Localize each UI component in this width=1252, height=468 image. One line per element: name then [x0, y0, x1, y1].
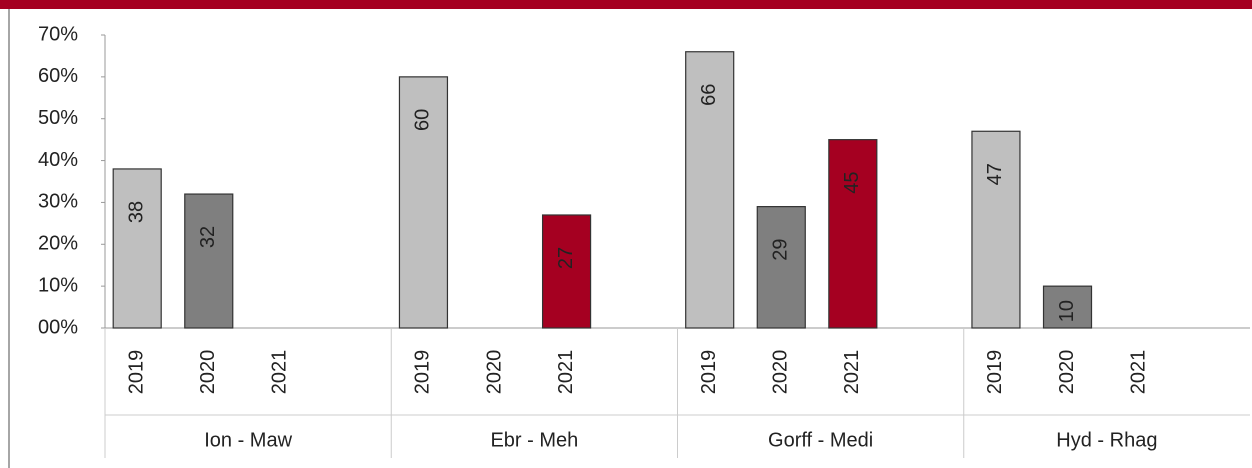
y-tick-label: 70%	[38, 23, 78, 45]
bar	[398, 76, 449, 329]
x-sub-label: 2020	[483, 350, 505, 395]
data-label: 29	[770, 238, 792, 260]
y-tick-label: 60%	[38, 65, 78, 87]
data-label: 60	[412, 109, 434, 131]
x-tick-label: Hyd - Rhag	[1056, 429, 1157, 451]
y-tick-label: 50%	[38, 107, 78, 129]
bar	[971, 130, 1021, 329]
x-tick-label: Ebr - Meh	[490, 429, 578, 451]
data-label: 47	[984, 163, 1006, 185]
bar	[685, 51, 735, 329]
x-sub-label: 2019	[984, 350, 1006, 395]
top-band	[0, 0, 1252, 9]
bar	[756, 206, 806, 329]
x-tick-label: Ion - Maw	[204, 429, 292, 451]
x-sub-label: 2021	[841, 350, 863, 395]
y-tick-label: 30%	[38, 191, 78, 213]
data-label: 27	[555, 247, 577, 269]
x-sub-label: 2021	[269, 350, 291, 395]
data-label: 45	[841, 172, 863, 194]
bar	[112, 168, 162, 329]
x-sub-label: 2021	[1127, 350, 1149, 395]
y-tick-label: 10%	[38, 274, 78, 296]
x-tick-label: Gorff - Medi	[768, 429, 873, 451]
data-label: 10	[1056, 300, 1078, 322]
x-sub-label: 2020	[1056, 350, 1078, 395]
x-sub-label: 2019	[125, 350, 147, 395]
data-label: 32	[197, 226, 219, 248]
bar	[1042, 285, 1093, 329]
bar	[828, 139, 878, 329]
x-sub-label: 2019	[698, 350, 720, 395]
data-label: 66	[698, 84, 720, 106]
y-tick-label: 40%	[38, 149, 78, 171]
y-tick-label: 20%	[38, 233, 78, 255]
x-sub-label: 2020	[197, 350, 219, 395]
x-sub-label: 2021	[555, 350, 577, 395]
bar	[541, 214, 592, 329]
y-tick-label: 00%	[38, 316, 78, 338]
data-label: 38	[125, 201, 147, 223]
bar	[184, 193, 234, 329]
x-sub-label: 2020	[770, 350, 792, 395]
x-sub-label: 2019	[412, 350, 434, 395]
